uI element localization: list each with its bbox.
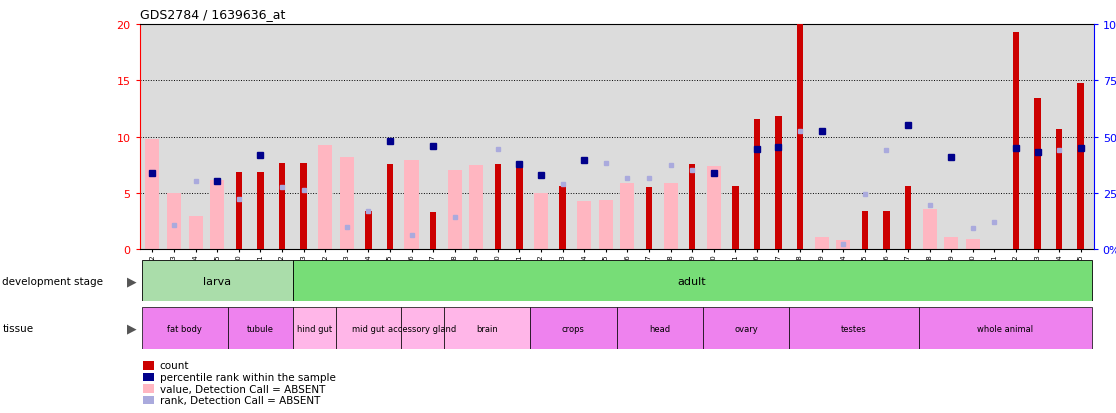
Bar (620, 183, 634, 250)
Bar (469, 166, 483, 250)
Text: head: head (650, 324, 671, 333)
Bar (944, 237, 959, 250)
Bar (1077, 83, 1084, 250)
Bar (336, 308, 401, 349)
Bar (815, 237, 829, 250)
Text: crops: crops (562, 324, 585, 333)
Text: adult: adult (677, 276, 706, 286)
Bar (577, 202, 591, 250)
Bar (905, 187, 912, 250)
Text: hind gut: hind gut (297, 324, 331, 333)
Bar (142, 308, 228, 349)
Bar (918, 308, 1091, 349)
Bar (535, 194, 548, 250)
Bar (776, 117, 781, 250)
Bar (404, 161, 418, 250)
Bar (883, 211, 889, 250)
Text: larva: larva (203, 276, 231, 286)
Bar (599, 200, 613, 250)
Bar (862, 211, 868, 250)
Text: tissue: tissue (2, 323, 33, 333)
Bar (789, 308, 918, 349)
Bar (616, 308, 703, 349)
Bar (210, 180, 224, 250)
Bar (836, 241, 850, 250)
Bar (923, 209, 936, 250)
Text: rank, Detection Call = ABSENT: rank, Detection Call = ABSENT (160, 395, 320, 405)
Bar (664, 183, 677, 250)
Bar (365, 211, 372, 250)
Bar (292, 308, 336, 349)
Bar (1035, 99, 1041, 250)
Bar (189, 216, 203, 250)
Bar (517, 164, 522, 250)
Bar (706, 166, 721, 250)
Bar (753, 119, 760, 250)
Bar (401, 308, 444, 349)
Text: count: count (160, 361, 189, 370)
Bar (797, 25, 804, 250)
Bar (228, 308, 292, 349)
Bar (559, 187, 566, 250)
Bar (965, 240, 980, 250)
Bar (494, 164, 501, 250)
Text: brain: brain (477, 324, 498, 333)
Text: whole animal: whole animal (978, 324, 1033, 333)
Bar (145, 140, 160, 250)
Bar (386, 164, 393, 250)
Bar (142, 260, 292, 301)
Text: ▶: ▶ (127, 322, 136, 335)
Bar (339, 158, 354, 250)
Bar (235, 172, 242, 250)
Bar (732, 187, 739, 250)
Text: accessory gland: accessory gland (388, 324, 456, 333)
Text: mid gut: mid gut (352, 324, 385, 333)
Bar (703, 308, 789, 349)
Text: tubule: tubule (247, 324, 273, 333)
Bar (300, 163, 307, 250)
Text: value, Detection Call = ABSENT: value, Detection Call = ABSENT (160, 384, 325, 394)
Text: ▶: ▶ (127, 274, 136, 287)
Text: development stage: development stage (2, 276, 104, 286)
Text: fat body: fat body (167, 324, 202, 333)
Text: percentile rank within the sample: percentile rank within the sample (160, 372, 336, 382)
Bar (444, 308, 530, 349)
Bar (318, 145, 333, 250)
Text: GDS2784 / 1639636_at: GDS2784 / 1639636_at (140, 8, 285, 21)
Text: ovary: ovary (734, 324, 758, 333)
Bar (530, 308, 616, 349)
Bar (689, 164, 695, 250)
Bar (1056, 129, 1062, 250)
Bar (167, 194, 181, 250)
Text: testes: testes (841, 324, 867, 333)
Bar (279, 163, 286, 250)
Bar (646, 188, 652, 250)
Bar (448, 171, 462, 250)
Bar (430, 213, 436, 250)
Bar (1012, 33, 1019, 250)
Bar (257, 172, 263, 250)
Bar (292, 260, 1091, 301)
